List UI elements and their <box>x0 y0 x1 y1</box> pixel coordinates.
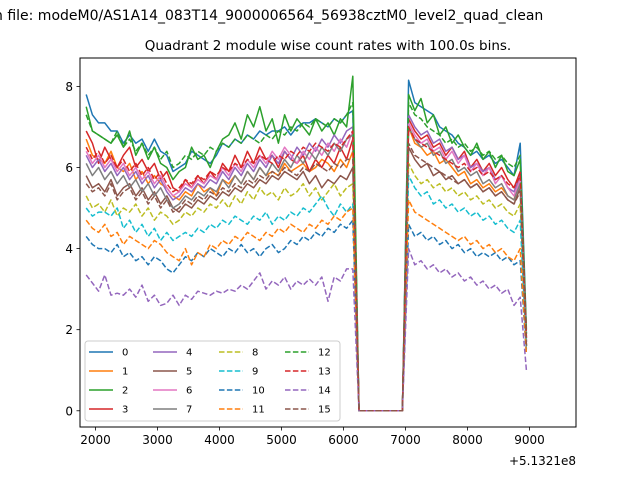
series-line-9 <box>85 174 528 412</box>
series-line-5 <box>85 146 528 412</box>
series-line-11 <box>85 199 528 412</box>
series-line-0 <box>85 79 528 412</box>
x-tick-label: 8000 <box>452 433 483 447</box>
x-tick-label: 4000 <box>204 433 235 447</box>
legend-label-6: 6 <box>186 386 192 397</box>
x-tick-label: 2000 <box>80 433 111 447</box>
legend-label-8: 8 <box>252 348 258 359</box>
series-line-14 <box>85 247 528 412</box>
x-axis-offset-label: +5.1321e8 <box>509 454 576 468</box>
axes-frame <box>79 57 577 428</box>
series-line-2 <box>85 75 528 412</box>
x-tick-label: 6000 <box>328 433 359 447</box>
y-tick-label: 2 <box>65 323 73 337</box>
legend-label-7: 7 <box>186 405 192 416</box>
series-line-1 <box>85 126 528 412</box>
series-line-12 <box>85 101 528 412</box>
legend-label-0: 0 <box>122 348 128 359</box>
legend-label-10: 10 <box>252 386 265 397</box>
plot-series <box>85 75 528 412</box>
series-line-8 <box>85 162 528 412</box>
y-tick-label: 8 <box>65 80 73 94</box>
legend-label-14: 14 <box>318 386 331 397</box>
legend-label-4: 4 <box>186 348 192 359</box>
series-line-6 <box>85 122 528 412</box>
legend-label-1: 1 <box>122 367 128 378</box>
legend-label-12: 12 <box>318 348 331 359</box>
x-axis: 2000 3000 4000 5000 6000 7000 8000 9000 <box>80 427 545 447</box>
legend-label-2: 2 <box>122 386 128 397</box>
series-line-10 <box>85 219 528 412</box>
x-tick-label: 7000 <box>390 433 421 447</box>
chart-title: Quadrant 2 module wise count rates with … <box>145 38 511 54</box>
legend-label-5: 5 <box>186 367 192 378</box>
legend-label-9: 9 <box>252 367 258 378</box>
figure-suptitle: n file: modeM0/AS1A14_083T14_9000006564_… <box>0 8 543 24</box>
x-tick-label: 9000 <box>514 433 545 447</box>
legend-label-11: 11 <box>252 405 265 416</box>
legend-label-13: 13 <box>318 367 331 378</box>
y-axis: 0 2 4 6 8 <box>65 80 80 418</box>
series-line-4 <box>85 114 528 412</box>
y-tick-label: 6 <box>65 161 73 175</box>
legend-label-3: 3 <box>122 405 128 416</box>
legend-frame <box>84 340 341 422</box>
x-tick-label: 5000 <box>266 433 297 447</box>
y-tick-label: 4 <box>65 242 73 256</box>
y-tick-label: 0 <box>65 404 73 418</box>
x-tick-label: 3000 <box>142 433 173 447</box>
series-line-13 <box>85 126 528 412</box>
legend-label-15: 15 <box>318 405 331 416</box>
series-line-7 <box>85 126 528 412</box>
series-line-15 <box>85 142 528 412</box>
